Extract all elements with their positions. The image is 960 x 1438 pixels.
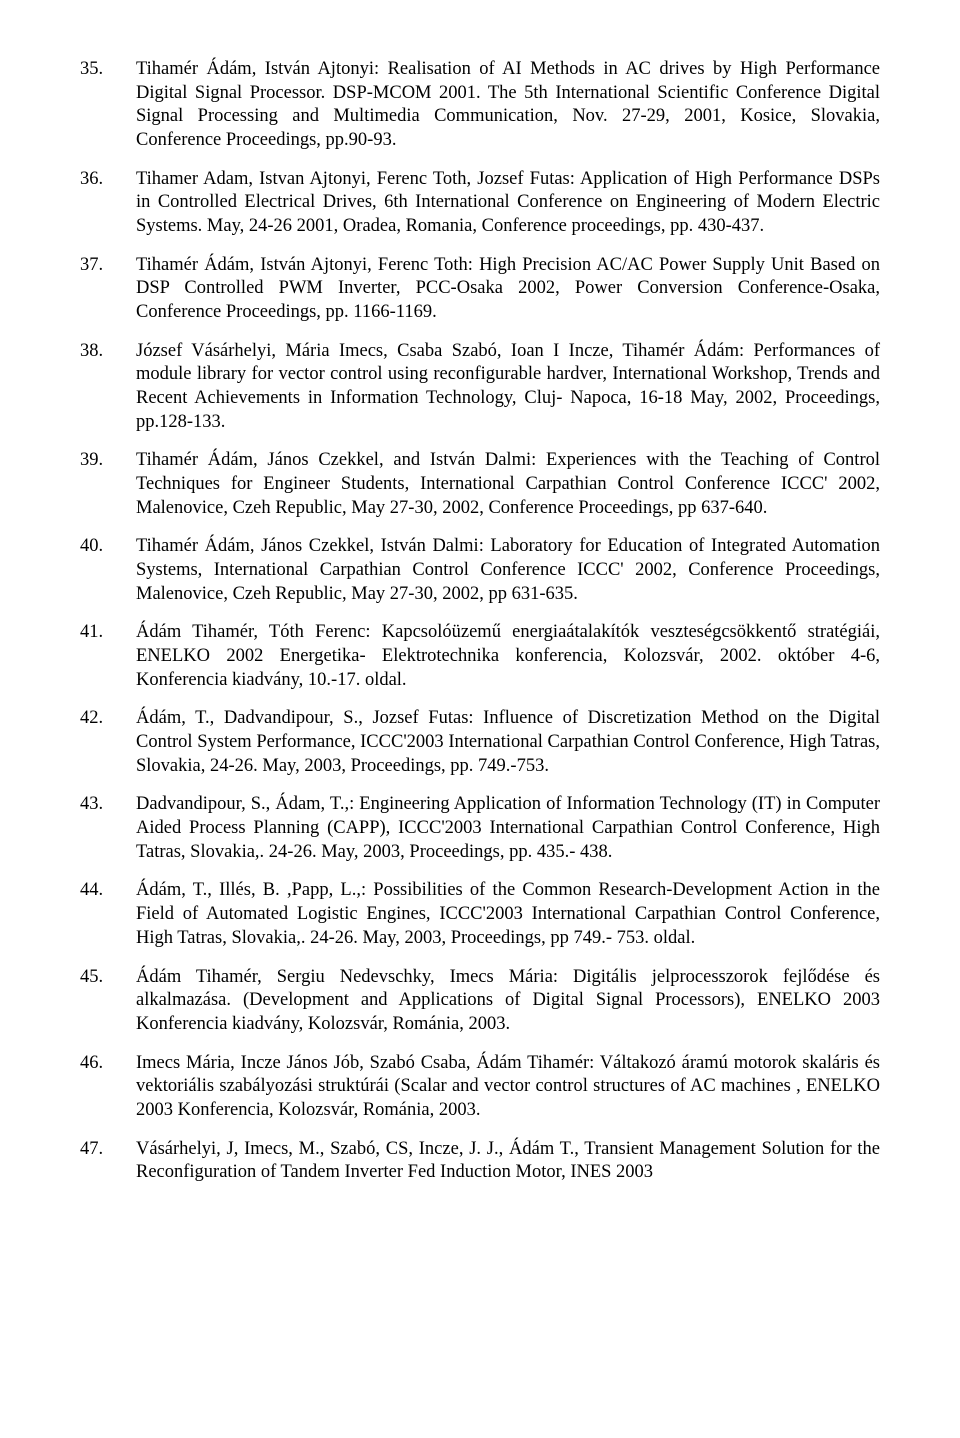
reference-number: 47. <box>80 1138 136 1185</box>
reference-number: 41. <box>80 621 136 692</box>
reference-text: Tihamér Ádám, János Czekkel, István Dalm… <box>136 535 880 606</box>
reference-list: 35.Tihamér Ádám, István Ajtonyi: Realisa… <box>80 58 880 1185</box>
reference-entry: 35.Tihamér Ádám, István Ajtonyi: Realisa… <box>80 58 880 153</box>
reference-text: Tihamer Adam, Istvan Ajtonyi, Ferenc Tot… <box>136 168 880 239</box>
reference-number: 40. <box>80 535 136 606</box>
reference-entry: 37.Tihamér Ádám, István Ajtonyi, Ferenc … <box>80 254 880 325</box>
reference-text: Ádám, T., Dadvandipour, S., Jozsef Futas… <box>136 707 880 778</box>
reference-text: Vásárhelyi, J, Imecs, M., Szabó, CS, Inc… <box>136 1138 880 1185</box>
reference-number: 39. <box>80 449 136 520</box>
reference-entry: 38.József Vásárhelyi, Mária Imecs, Csaba… <box>80 340 880 435</box>
reference-entry: 42.Ádám, T., Dadvandipour, S., Jozsef Fu… <box>80 707 880 778</box>
reference-entry: 45.Ádám Tihamér, Sergiu Nedevschky, Imec… <box>80 966 880 1037</box>
reference-entry: 46.Imecs Mária, Incze János Jób, Szabó C… <box>80 1052 880 1123</box>
reference-text: Tihamér Ádám, István Ajtonyi, Ferenc Tot… <box>136 254 880 325</box>
reference-text: József Vásárhelyi, Mária Imecs, Csaba Sz… <box>136 340 880 435</box>
reference-number: 44. <box>80 879 136 950</box>
reference-entry: 44.Ádám, T., Illés, B. ,Papp, L.,: Possi… <box>80 879 880 950</box>
reference-text: Dadvandipour, S., Ádam, T.,: Engineering… <box>136 793 880 864</box>
reference-number: 43. <box>80 793 136 864</box>
reference-number: 46. <box>80 1052 136 1123</box>
reference-number: 38. <box>80 340 136 435</box>
reference-entry: 47.Vásárhelyi, J, Imecs, M., Szabó, CS, … <box>80 1138 880 1185</box>
reference-number: 37. <box>80 254 136 325</box>
reference-entry: 40.Tihamér Ádám, János Czekkel, István D… <box>80 535 880 606</box>
reference-text: Tihamér Ádám, János Czekkel, and István … <box>136 449 880 520</box>
reference-text: Ádám Tihamér, Tóth Ferenc: Kapcsolóüzemű… <box>136 621 880 692</box>
reference-text: Ádám, T., Illés, B. ,Papp, L.,: Possibil… <box>136 879 880 950</box>
reference-text: Imecs Mária, Incze János Jób, Szabó Csab… <box>136 1052 880 1123</box>
reference-number: 42. <box>80 707 136 778</box>
reference-entry: 41.Ádám Tihamér, Tóth Ferenc: Kapcsolóüz… <box>80 621 880 692</box>
reference-number: 35. <box>80 58 136 153</box>
reference-entry: 36.Tihamer Adam, Istvan Ajtonyi, Ferenc … <box>80 168 880 239</box>
reference-entry: 43.Dadvandipour, S., Ádam, T.,: Engineer… <box>80 793 880 864</box>
reference-text: Ádám Tihamér, Sergiu Nedevschky, Imecs M… <box>136 966 880 1037</box>
reference-number: 36. <box>80 168 136 239</box>
reference-text: Tihamér Ádám, István Ajtonyi: Realisatio… <box>136 58 880 153</box>
reference-number: 45. <box>80 966 136 1037</box>
reference-entry: 39.Tihamér Ádám, János Czekkel, and Istv… <box>80 449 880 520</box>
